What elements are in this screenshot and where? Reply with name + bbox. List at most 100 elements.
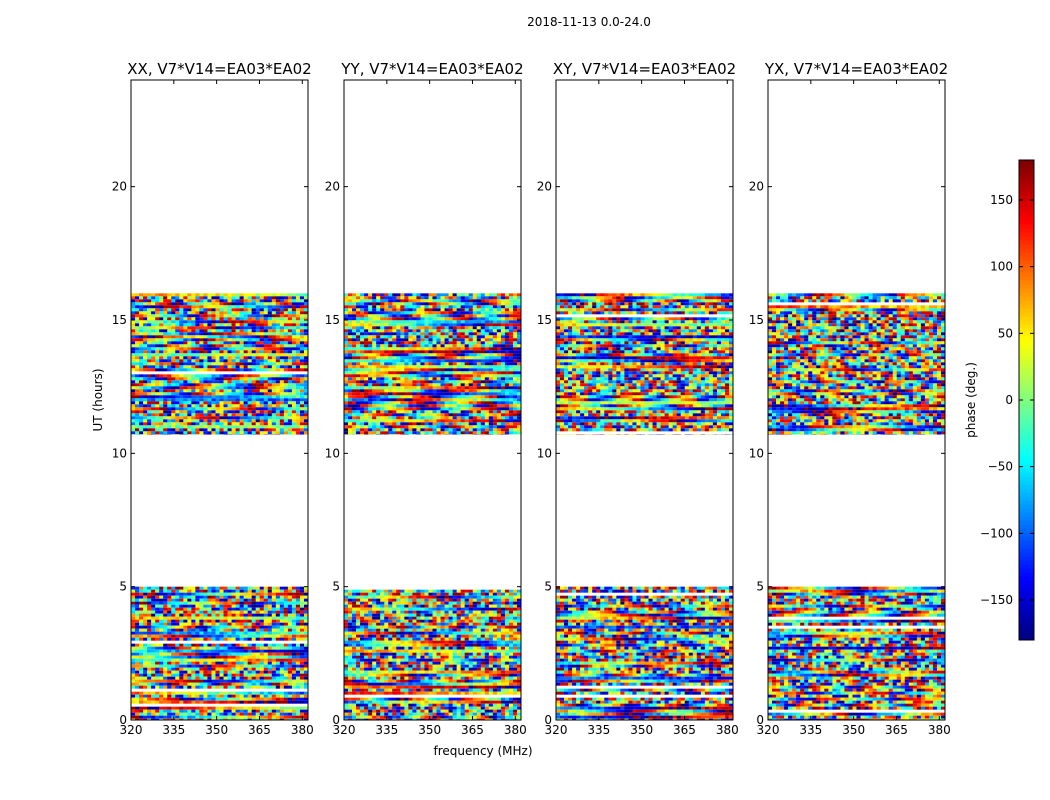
heatmap-cell [163,401,168,405]
heatmap-cell [171,350,176,354]
heatmap-cell [255,428,261,432]
heatmap-cell [428,610,433,614]
heatmap-cell [227,410,232,414]
heatmap-cell [259,667,265,671]
heatmap-cell [223,311,228,315]
heatmap-cell [159,628,164,632]
heatmap-cell [191,676,196,680]
heatmap-cell [283,317,289,321]
heatmap-cell [219,637,224,641]
heatmap-cell [291,685,297,689]
heatmap-cell [448,616,453,620]
heatmap-cell [191,661,196,665]
heatmap-cell [171,706,176,710]
heatmap-cell [179,428,184,432]
heatmap-cell [303,299,309,303]
heatmap-cell [251,601,256,605]
heatmap-cell [283,419,289,423]
heatmap-cell [472,616,478,620]
heatmap-cell [203,296,208,300]
heatmap-cell [211,622,216,626]
heatmap-cell [151,685,156,689]
heatmap-cell [223,338,228,342]
heatmap-cell [219,649,224,653]
heatmap-cell [352,652,357,656]
heatmap-cell [267,709,273,713]
heatmap-cell [243,314,248,318]
heatmap-cell [283,377,289,381]
heatmap-cell [159,362,164,366]
heatmap-cell [239,694,244,698]
heatmap-cell [211,389,216,393]
heatmap-cell [303,341,309,345]
heatmap-cell [175,329,180,333]
heatmap-cell [344,643,349,647]
heatmap-cell [203,697,208,701]
heatmap-cell [468,640,474,644]
heatmap-cell [171,691,176,695]
heatmap-cell [392,655,397,659]
heatmap-cell [155,410,160,414]
heatmap-cell [151,619,156,623]
heatmap-cell [279,386,285,390]
heatmap-cell [291,697,297,701]
heatmap-cell [219,595,224,599]
heatmap-cell [135,601,140,605]
heatmap-cell [211,341,216,345]
heatmap-cell [223,592,228,596]
heatmap-cell [460,652,465,656]
heatmap-cell [163,416,168,420]
heatmap-cell [131,332,136,336]
heatmap-cell [131,625,136,629]
heatmap-cell [428,613,433,617]
heatmap-cell [452,640,457,644]
heatmap-cell [255,401,261,405]
heatmap-cell [135,323,140,327]
heatmap-cell [299,410,305,414]
heatmap-cell [199,329,204,333]
heatmap-cell [444,622,449,626]
heatmap-cell [203,335,208,339]
heatmap-cell [404,652,409,656]
heatmap-cell [388,658,393,662]
heatmap-cell [175,616,180,620]
heatmap-cell [239,628,244,632]
heatmap-cell [279,616,285,620]
heatmap-cell [223,305,228,309]
heatmap-cell [191,392,196,396]
heatmap-cell [247,356,252,360]
heatmap-cell [504,631,510,635]
heatmap-cell [432,589,437,593]
heatmap-cell [235,673,240,677]
heatmap-cell [147,404,152,408]
heatmap-cell [179,694,184,698]
heatmap-cell [199,697,204,701]
heatmap-cell [167,308,172,312]
heatmap-cell [247,700,252,704]
heatmap-cell [263,383,269,387]
heatmap-cell [231,341,236,345]
heatmap-cell [492,595,498,599]
heatmap-cell [364,634,369,638]
heatmap-cell [275,326,281,330]
heatmap-cell [259,673,265,677]
heatmap-cell [259,619,265,623]
heatmap-cell [143,392,148,396]
heatmap-cell [251,395,256,399]
heatmap-cell [211,652,216,656]
heatmap-cell [295,610,301,614]
heatmap-cell [388,634,393,638]
heatmap-cell [223,679,228,683]
heatmap-cell [255,691,261,695]
heatmap-cell [231,679,236,683]
heatmap-cell [199,628,204,632]
heatmap-cell [239,362,244,366]
heatmap-cell [496,631,502,635]
heatmap-cell [283,422,289,426]
heatmap-cell [263,374,269,378]
heatmap-cell [195,341,200,345]
heatmap-cell [175,299,180,303]
heatmap-cell [279,296,285,300]
heatmap-cell [283,428,289,432]
heatmap-cell [179,392,184,396]
